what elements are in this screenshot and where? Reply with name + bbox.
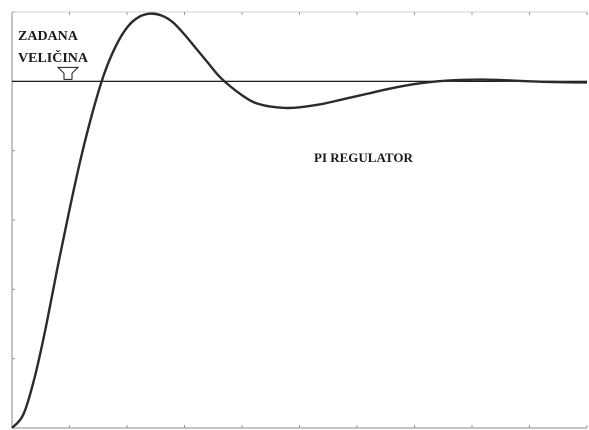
data-point [287,107,288,108]
data-point [529,81,530,82]
data-point [506,80,507,81]
data-point [322,103,323,104]
data-point [126,27,127,28]
data-point [207,62,208,63]
data-point [103,74,104,75]
data-point [218,76,219,77]
data-point [299,107,300,108]
setpoint-label-line1: ZADANA [18,29,79,44]
data-point [241,95,242,96]
data-point [345,98,346,99]
data-point [46,323,47,324]
data-point [253,102,254,103]
setpoint-label-line2: VELIČINA [18,49,89,66]
data-point [11,427,12,428]
setpoint-arrow-icon [56,66,80,80]
chart-marks [11,12,587,429]
data-point [69,209,70,210]
data-point [586,82,587,83]
controller-annotation: PI REGULATOR [314,150,413,165]
data-point [184,34,185,35]
data-point [172,22,173,23]
data-point [92,112,93,113]
data-point [149,13,150,14]
data-point [57,265,58,266]
data-point [138,17,139,18]
data-point [161,15,162,16]
data-point [575,82,576,83]
data-point [195,48,196,49]
data-point [460,79,461,80]
data-point [391,88,392,89]
data-point [34,375,35,376]
data-point [437,81,438,82]
data-point [230,86,231,87]
data-point [264,105,265,106]
data-point [552,81,553,82]
data-point [414,84,415,85]
data-point [483,79,484,80]
data-point [368,93,369,94]
data-point [80,157,81,158]
data-point [23,414,24,415]
data-point [276,107,277,108]
data-point [115,46,116,47]
axes [11,11,588,429]
series-line [11,12,587,429]
